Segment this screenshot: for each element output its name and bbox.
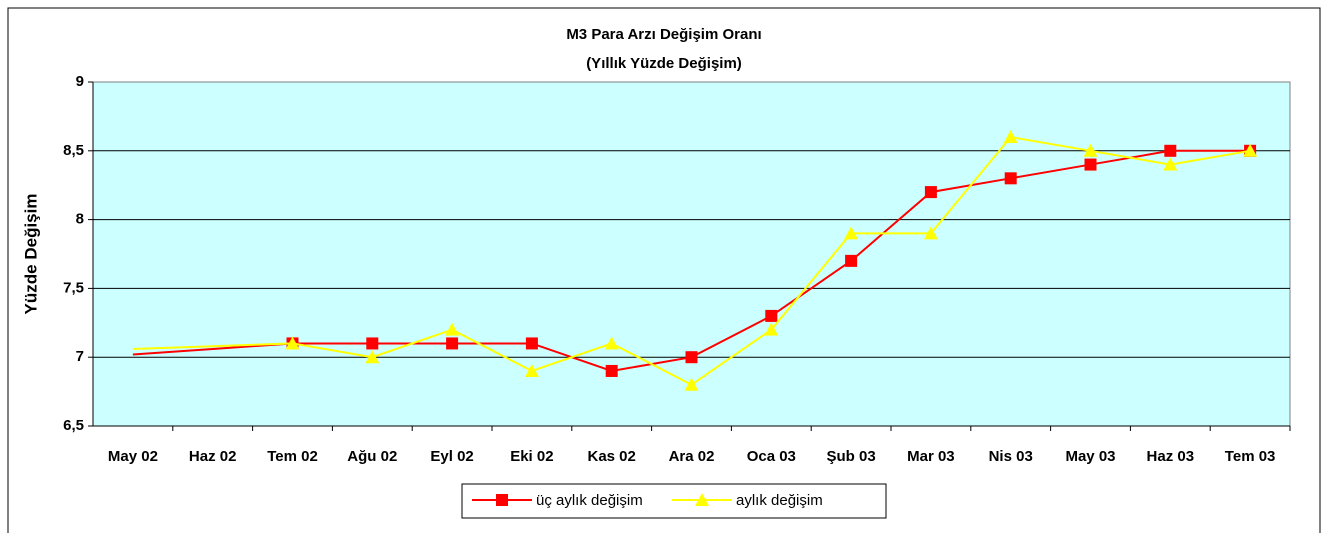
marker — [366, 337, 379, 350]
x-tick-label: Ağu 02 — [347, 448, 397, 465]
marker — [285, 336, 300, 350]
marker — [685, 351, 698, 364]
marker — [1004, 172, 1017, 185]
marker — [764, 322, 779, 336]
marker — [684, 377, 699, 391]
marker — [1083, 143, 1098, 157]
x-tick-label: Eki 02 — [510, 448, 553, 465]
x-tick-label: Haz 03 — [1147, 448, 1195, 465]
legend-label: üç aylık değişim — [536, 492, 643, 509]
marker — [1003, 130, 1018, 144]
x-tick-label: Tem 03 — [1225, 448, 1276, 465]
legend-marker — [496, 494, 508, 506]
y-axis-label: Yüzde Değişim — [21, 194, 40, 315]
y-tick-label: 6,5 — [63, 417, 84, 434]
x-tick-label: Eyl 02 — [430, 448, 473, 465]
x-tick-label: Ara 02 — [669, 448, 715, 465]
chart-title: M3 Para Arzı Değişim Oranı — [566, 26, 761, 43]
y-tick-label: 7 — [76, 348, 84, 365]
marker — [1084, 158, 1097, 171]
marker — [365, 350, 380, 364]
x-tick-label: Şub 03 — [827, 448, 876, 465]
marker — [1164, 144, 1177, 157]
legend-label: aylık değişim — [736, 492, 823, 509]
y-tick-label: 8 — [76, 211, 84, 228]
marker — [1163, 157, 1178, 171]
x-tick-label: Oca 03 — [747, 448, 796, 465]
x-tick-label: Haz 02 — [189, 448, 237, 465]
marker — [924, 186, 937, 199]
legend-marker — [695, 493, 709, 506]
marker — [604, 336, 619, 350]
y-tick-label: 7,5 — [63, 279, 84, 296]
marker — [605, 364, 618, 377]
marker — [445, 322, 460, 336]
marker — [1243, 143, 1258, 157]
marker — [524, 363, 539, 377]
y-tick-label: 9 — [76, 73, 84, 90]
x-tick-label: Tem 02 — [267, 448, 318, 465]
x-tick-label: Nis 03 — [989, 448, 1033, 465]
marker — [844, 226, 859, 240]
marker — [765, 309, 778, 322]
marker — [446, 337, 459, 350]
marker — [923, 226, 938, 240]
plot-area — [92, 81, 1291, 427]
marker — [845, 254, 858, 267]
x-tick-label: Kas 02 — [588, 448, 636, 465]
x-tick-label: May 03 — [1065, 448, 1115, 465]
marker — [525, 337, 538, 350]
y-tick-label: 8,5 — [63, 142, 84, 159]
x-tick-label: Mar 03 — [907, 448, 955, 465]
chart-subtitle: (Yıllık Yüzde Değişim) — [586, 55, 742, 72]
x-tick-label: May 02 — [108, 448, 158, 465]
